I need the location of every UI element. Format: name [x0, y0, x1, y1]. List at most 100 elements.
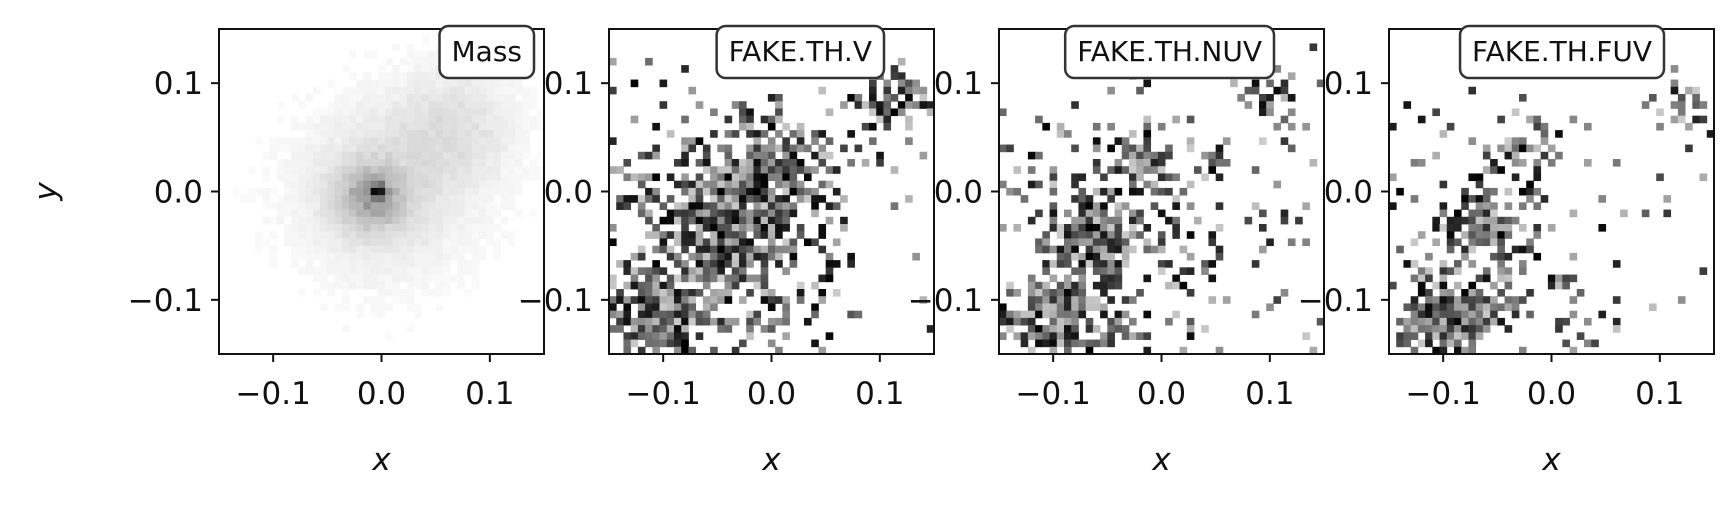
- heatmap-cell: [760, 216, 769, 225]
- heatmap-cell: [1266, 94, 1274, 102]
- x-tick-label: 0.1: [855, 376, 904, 412]
- heatmap-cell: [818, 224, 827, 232]
- heatmap-cell: [731, 245, 740, 254]
- heatmap-cell: [609, 274, 617, 283]
- heatmap-cell: [1129, 144, 1137, 153]
- heatmap-cell: [262, 187, 270, 196]
- heatmap-cell: [760, 267, 769, 275]
- heatmap-cell: [471, 267, 480, 275]
- heatmap-cell: [1555, 274, 1563, 283]
- heatmap-cell: [710, 252, 718, 261]
- heatmap-cell: [406, 195, 415, 203]
- heatmap-cell: [1100, 224, 1108, 232]
- heatmap-cell: [479, 144, 487, 153]
- panel-title-box: FAKE.TH.FUV: [1458, 24, 1666, 80]
- heatmap-cell: [739, 339, 747, 348]
- heatmap-cell: [479, 173, 487, 182]
- heatmap-cell: [435, 252, 444, 261]
- heatmap-cell: [760, 202, 769, 210]
- heatmap-cell: [536, 115, 545, 124]
- heatmap-cell: [609, 137, 617, 145]
- heatmap-cell: [724, 296, 733, 304]
- heatmap-cell: [370, 115, 379, 124]
- heatmap-cell: [702, 310, 711, 319]
- heatmap-cell: [392, 209, 400, 218]
- heatmap-cell: [1107, 325, 1115, 333]
- heatmap-cell: [363, 115, 372, 124]
- heatmap-cell: [262, 216, 270, 225]
- heatmap-cell: [1071, 216, 1079, 225]
- heatmap-cell: [493, 122, 502, 131]
- heatmap-cell: [710, 260, 718, 268]
- heatmap-cell: [276, 166, 285, 174]
- heatmap-cell: [746, 151, 754, 160]
- heatmap-cell: [825, 260, 834, 268]
- heatmap-cell: [630, 317, 639, 326]
- heatmap-cell: [1446, 231, 1455, 239]
- heatmap-cell: [630, 267, 639, 275]
- heatmap-cell: [356, 303, 364, 312]
- heatmap-cell: [1107, 332, 1115, 340]
- heatmap-cell: [428, 144, 437, 153]
- heatmap-cell: [493, 224, 502, 232]
- heatmap-cell: [312, 231, 321, 239]
- heatmap-cell: [471, 151, 480, 160]
- heatmap-cell: [399, 202, 408, 210]
- heatmap-cell: [1663, 209, 1672, 218]
- heatmap-cell: [825, 151, 834, 160]
- heatmap-cell: [305, 209, 314, 218]
- heatmap-cell: [428, 65, 437, 73]
- heatmap-cell: [1439, 296, 1448, 304]
- heatmap-cell: [1569, 274, 1578, 283]
- heatmap-cell: [1078, 195, 1087, 203]
- heatmap-cell: [796, 281, 805, 290]
- heatmap-cell: [760, 209, 769, 218]
- heatmap-cell: [760, 130, 769, 138]
- heatmap-cell: [1562, 274, 1570, 283]
- heatmap-cell: [1222, 159, 1231, 167]
- heatmap-cell: [1287, 72, 1296, 80]
- heatmap-cell: [327, 252, 335, 261]
- heatmap-cell: [1482, 310, 1491, 319]
- heatmap-cell: [1533, 231, 1542, 239]
- heatmap-cell: [486, 151, 494, 160]
- heatmap-cell: [356, 101, 364, 109]
- heatmap-cell: [442, 216, 451, 225]
- heatmap-cell: [471, 209, 480, 218]
- heatmap-cell: [515, 180, 523, 189]
- heatmap-cell: [645, 151, 653, 160]
- heatmap-cell: [464, 202, 473, 210]
- heatmap-cell: [702, 274, 711, 283]
- heatmap-cell: [637, 317, 646, 326]
- heatmap-cell: [392, 101, 400, 109]
- heatmap-cell: [421, 245, 429, 254]
- heatmap-cell: [356, 187, 364, 196]
- heatmap-cell: [450, 159, 458, 167]
- heatmap-cell: [291, 252, 299, 261]
- heatmap-cell: [385, 260, 393, 268]
- heatmap-cell: [414, 310, 422, 319]
- heatmap-cell: [724, 144, 733, 153]
- heatmap-cell: [435, 122, 444, 131]
- heatmap-cell: [905, 122, 913, 131]
- heatmap-cell: [1049, 187, 1058, 196]
- heatmap-cell: [269, 187, 278, 196]
- heatmap-cell: [702, 260, 711, 268]
- heatmap-cell: [1699, 101, 1708, 109]
- x-tick-label: −0.1: [1016, 376, 1091, 412]
- heatmap-cell: [1056, 325, 1065, 333]
- heatmap-cell: [500, 159, 509, 167]
- heatmap-cell: [450, 187, 458, 196]
- heatmap-cell: [421, 65, 429, 73]
- heatmap-cell: [414, 238, 422, 247]
- heatmap-cell: [1143, 180, 1152, 189]
- heatmap-cell: [739, 187, 747, 196]
- heatmap-cell: [399, 94, 408, 102]
- heatmap-cell: [1172, 195, 1180, 203]
- heatmap-cell: [753, 195, 762, 203]
- heatmap-cell: [1150, 159, 1159, 167]
- heatmap-cell: [1251, 86, 1260, 95]
- heatmap-cell: [284, 195, 292, 203]
- heatmap-cell: [1670, 115, 1679, 124]
- heatmap-cell: [1389, 202, 1397, 210]
